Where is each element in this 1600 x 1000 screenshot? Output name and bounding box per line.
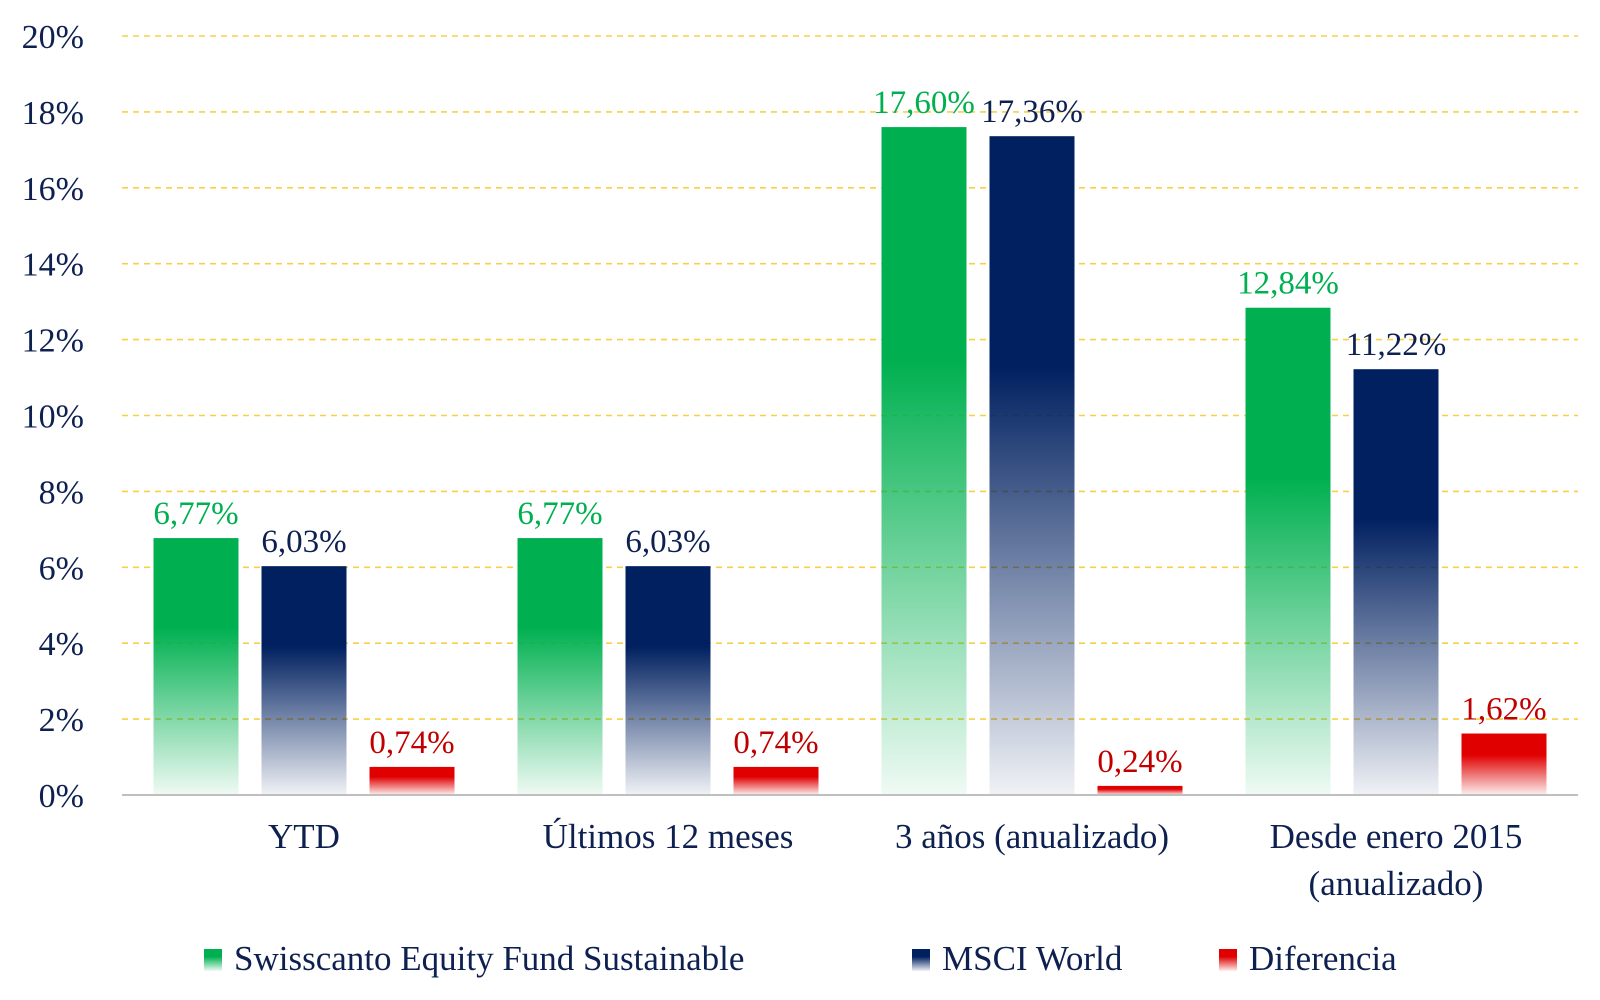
- y-tick-label: 12%: [22, 323, 84, 360]
- bar-swisscanto-equity-fund-sustainable-3: [1245, 307, 1331, 795]
- bar-msci-world-0: [261, 566, 347, 795]
- y-tick-label: 0%: [39, 778, 84, 815]
- y-tick-label: 20%: [22, 19, 84, 56]
- y-tick-label: 18%: [22, 95, 84, 132]
- legend-swatch-diferencia: [1219, 949, 1237, 971]
- y-axis-ticks: 0% 2% 4% 6% 8% 10% 12% 14% 16% 18% 20%: [22, 19, 84, 815]
- y-tick-label: 2%: [39, 702, 84, 739]
- legend: Swisscanto Equity Fund Sustainable MSCI W…: [204, 939, 1397, 978]
- y-tick-label: 10%: [22, 399, 84, 436]
- bar-msci-world-1: [625, 566, 711, 795]
- data-label-msci-world-1: 6,03%: [625, 524, 710, 560]
- bar-diferencia-3: [1461, 733, 1547, 795]
- data-label-diferencia-0: 0,74%: [369, 725, 454, 761]
- bar-msci-world-3: [1353, 369, 1439, 795]
- data-label-swisscanto-equity-fund-sustainable-3: 12,84%: [1237, 266, 1339, 302]
- data-label-swisscanto-equity-fund-sustainable-1: 6,77%: [517, 496, 602, 532]
- category-label-3: Desde enero 2015: [1270, 817, 1523, 856]
- bar-swisscanto-equity-fund-sustainable-0: [153, 538, 239, 795]
- y-tick-label: 16%: [22, 171, 84, 208]
- data-label-msci-world-2: 17,36%: [981, 94, 1083, 130]
- legend-swatch-msci-world: [912, 949, 930, 971]
- gridlines: [122, 35, 1578, 720]
- y-tick-label: 4%: [39, 626, 84, 663]
- legend-label-msci-world: MSCI World: [942, 939, 1123, 978]
- data-labels: 6,77% 6,77% 17,60% 12,84% 6,03% 6,03% 17,36% 11…: [153, 85, 1546, 780]
- data-label-diferencia-2: 0,24%: [1097, 744, 1182, 780]
- data-label-swisscanto-equity-fund-sustainable-0: 6,77%: [153, 496, 238, 532]
- category-label-3: (anualizado): [1309, 864, 1484, 903]
- data-label-diferencia-1: 0,74%: [733, 725, 818, 761]
- data-label-msci-world-3: 11,22%: [1346, 327, 1447, 363]
- bar-diferencia-1: [733, 766, 819, 795]
- bar-diferencia-0: [369, 766, 455, 795]
- category-label-2: 3 años (anualizado): [895, 817, 1169, 856]
- y-tick-label: 14%: [22, 247, 84, 284]
- category-label-0: YTD: [268, 817, 340, 856]
- data-label-diferencia-3: 1,62%: [1461, 692, 1546, 728]
- bar-swisscanto-equity-fund-sustainable-2: [881, 127, 967, 795]
- x-axis-categories: YTD Últimos 12 meses 3 años (anualizado) De…: [268, 816, 1522, 903]
- legend-label-swisscanto-equity-fund-sustainable: Swisscanto Equity Fund Sustainable: [234, 939, 744, 978]
- bar-diferencia-2: [1097, 785, 1183, 795]
- bars: [153, 127, 1547, 796]
- legend-swatch-swisscanto-equity-fund-sustainable: [204, 949, 222, 971]
- legend-label-diferencia: Diferencia: [1249, 939, 1397, 978]
- y-tick-label: 8%: [39, 474, 84, 511]
- data-label-msci-world-0: 6,03%: [261, 524, 346, 560]
- y-tick-label: 6%: [39, 550, 84, 587]
- bar-msci-world-2: [989, 136, 1075, 796]
- data-label-swisscanto-equity-fund-sustainable-2: 17,60%: [873, 85, 975, 121]
- category-label-1: Últimos 12 meses: [543, 816, 794, 856]
- bar-swisscanto-equity-fund-sustainable-1: [517, 538, 603, 795]
